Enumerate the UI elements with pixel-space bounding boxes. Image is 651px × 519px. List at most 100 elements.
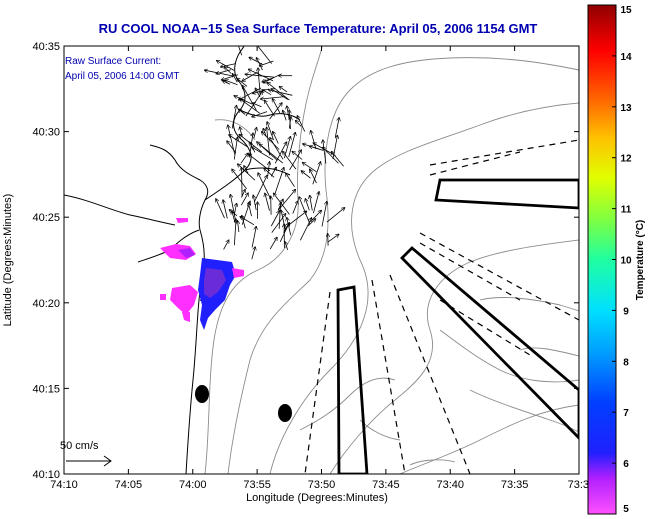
current-vector <box>269 90 293 96</box>
current-vector <box>233 138 237 160</box>
current-vector <box>223 200 228 219</box>
current-vector <box>305 199 310 211</box>
site-marker-west <box>195 385 209 403</box>
current-vector <box>227 141 237 153</box>
current-vector <box>292 201 298 214</box>
current-vector <box>258 173 271 199</box>
x-tick-label: 73:45 <box>372 479 400 491</box>
colorbar-tick-label: 15 <box>620 5 632 16</box>
current-vector <box>237 78 248 87</box>
colorbar-tick-label: 6 <box>623 459 629 470</box>
current-vector <box>283 111 287 121</box>
current-vector <box>269 103 282 120</box>
current-vector <box>323 147 339 164</box>
current-vector <box>257 142 278 161</box>
current-vector <box>223 240 229 250</box>
current-vector <box>283 223 289 233</box>
current-vector <box>265 194 270 211</box>
current-vector <box>233 74 238 83</box>
current-vector <box>321 202 327 227</box>
colorbar-tick-label: 9 <box>623 306 629 317</box>
current-vector <box>289 117 291 129</box>
current-vector <box>326 208 345 223</box>
current-vector <box>270 211 279 227</box>
current-vector <box>252 103 262 108</box>
y-tick-label: 40:25 <box>32 212 60 224</box>
sst-patches <box>160 218 244 330</box>
colorbar-tick-label: 13 <box>620 103 632 114</box>
current-vector <box>301 171 311 179</box>
current-vector <box>241 202 250 225</box>
current-vector <box>253 176 267 203</box>
current-vector <box>263 129 267 137</box>
current-vector <box>230 195 237 223</box>
colorbar-tick-label: 12 <box>620 154 632 165</box>
current-vector <box>271 214 286 233</box>
y-axis-ticks: 40:35 40:30 40:25 40:20 40:15 40:10 <box>32 41 579 481</box>
y-tick-label: 40:15 <box>32 383 60 395</box>
y-tick-label: 40:35 <box>32 41 60 53</box>
current-vector <box>289 150 302 171</box>
y-tick-label: 40:20 <box>32 298 60 310</box>
current-vector <box>303 163 317 173</box>
current-vector <box>327 234 339 243</box>
colorbar-ticks: 15 14 13 12 11 10 9 8 7 6 5 <box>612 4 632 515</box>
current-vector <box>310 169 317 184</box>
current-vector <box>270 168 276 177</box>
sst-patch-violet <box>204 268 226 298</box>
current-vector <box>332 136 337 160</box>
current-vector <box>253 88 270 93</box>
current-vector <box>238 221 239 233</box>
current-vector <box>285 242 289 251</box>
current-vector <box>297 116 306 132</box>
colorbar-tick-label: 8 <box>623 357 629 368</box>
current-vector <box>277 190 295 211</box>
current-vector <box>262 132 280 150</box>
current-vector <box>240 153 248 164</box>
x-tick-label: 73:50 <box>308 479 336 491</box>
coverage-polygons <box>336 178 579 474</box>
current-vector <box>310 211 321 223</box>
y-axis-label: Latitude (Degrees:Minutes) <box>2 194 14 327</box>
current-vector <box>286 173 295 187</box>
current-vector <box>313 192 319 214</box>
figure-title: RU COOL NOAA−15 Sea Surface Temperature:… <box>99 21 538 36</box>
current-vector <box>269 238 277 250</box>
current-vector <box>233 204 236 216</box>
scale-arrow-head <box>103 455 112 467</box>
current-vector <box>258 68 261 96</box>
current-vector <box>267 83 290 101</box>
sst-patch-magenta-east <box>232 268 244 278</box>
current-vector <box>268 162 270 177</box>
site-marker-east <box>278 404 292 422</box>
current-vector <box>251 247 255 260</box>
current-vector <box>225 80 238 86</box>
current-vector <box>257 58 263 71</box>
current-vector <box>248 154 271 172</box>
colorbar-label: Temperature (°C) <box>635 220 646 301</box>
current-vector <box>239 109 246 115</box>
current-vector <box>216 199 225 219</box>
current-vectors <box>205 46 345 260</box>
current-vector <box>234 96 253 105</box>
sst-patch-magenta-inner <box>170 285 198 315</box>
x-tick-label: 74:10 <box>50 479 78 491</box>
current-vector <box>280 87 288 93</box>
inset-current-date: April 05, 2006 14:00 GMT <box>65 71 180 82</box>
x-tick-label: 73:55 <box>243 479 271 491</box>
current-vector <box>334 118 339 138</box>
colorbar-tick-label: 7 <box>623 408 629 419</box>
current-vector <box>245 74 275 78</box>
current-vector <box>261 96 285 99</box>
current-vector <box>267 122 274 141</box>
sst-patch-purple-north <box>178 248 195 258</box>
current-vector <box>307 219 315 227</box>
current-vector <box>250 142 256 153</box>
current-vector <box>287 211 306 226</box>
current-vector <box>253 195 257 211</box>
x-axis-label: Longitude (Degrees:Minutes) <box>246 492 388 504</box>
current-vector <box>281 211 286 230</box>
current-vector <box>232 211 236 223</box>
colorbar-tick-label: 5 <box>623 504 629 515</box>
sst-patch-magenta-south <box>182 312 190 322</box>
